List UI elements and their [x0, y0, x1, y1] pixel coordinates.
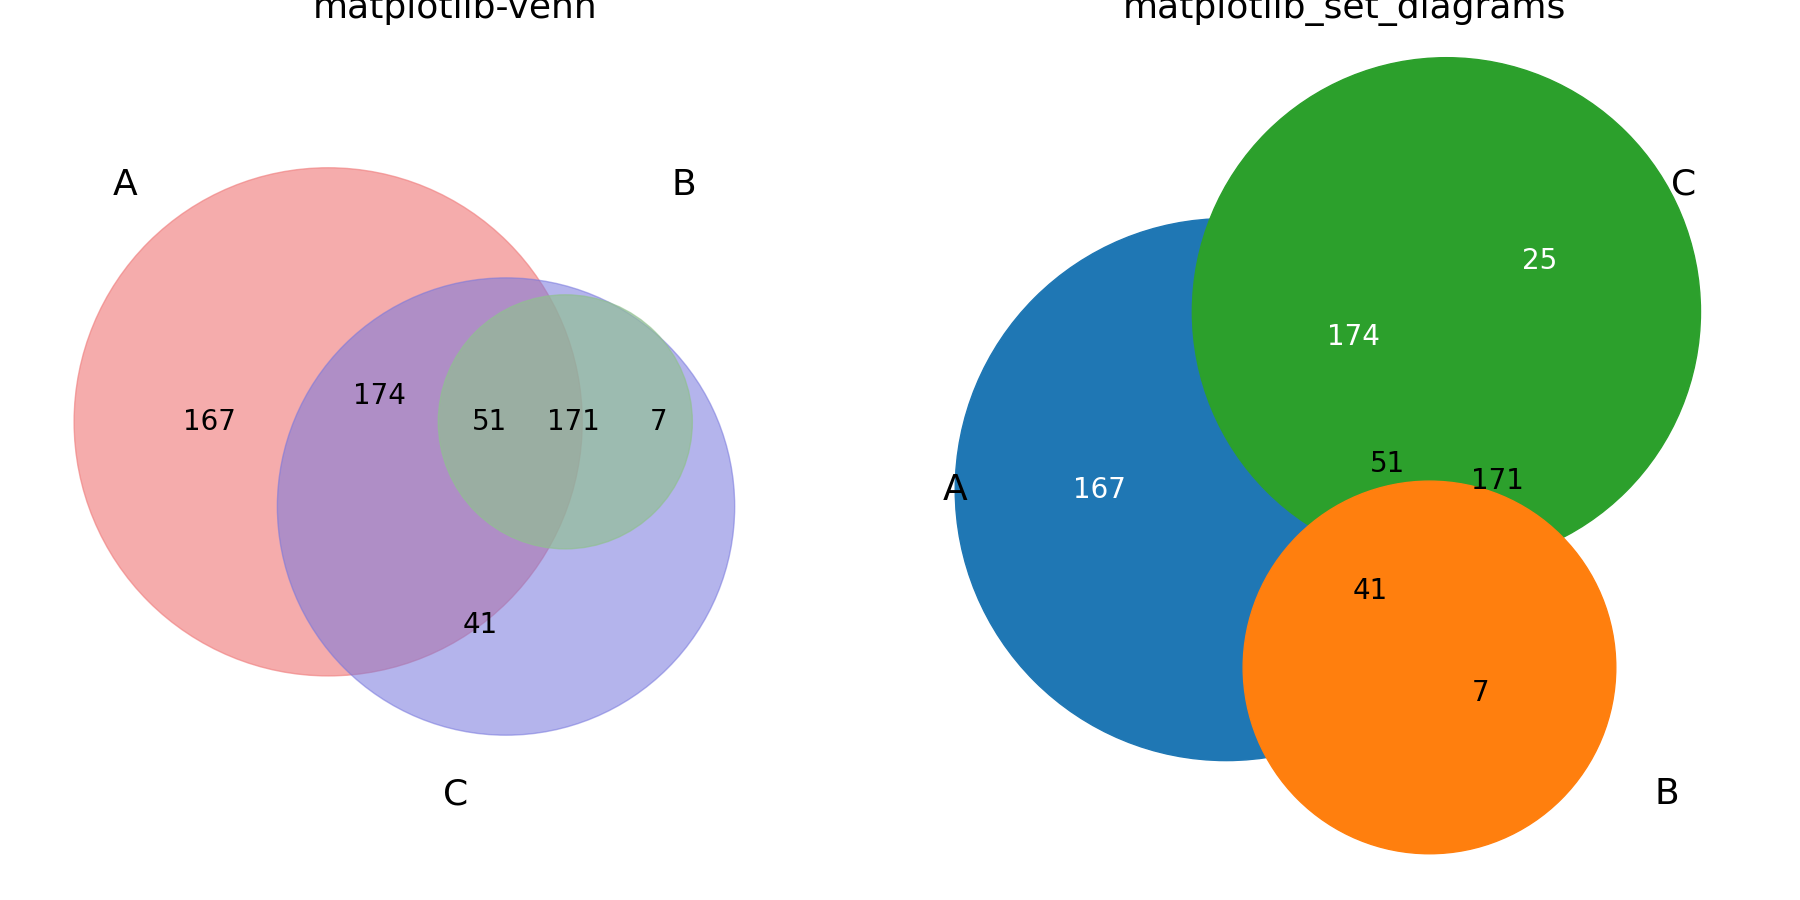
- Text: 174: 174: [353, 382, 405, 410]
- Text: 41: 41: [463, 611, 499, 639]
- Text: 41: 41: [1352, 577, 1388, 605]
- Text: 167: 167: [184, 408, 236, 436]
- Circle shape: [74, 167, 581, 676]
- Text: A: A: [943, 472, 968, 507]
- Text: C: C: [1670, 167, 1696, 202]
- Circle shape: [956, 219, 1498, 760]
- Text: 25: 25: [1523, 247, 1557, 274]
- Title: matplotlib-venn: matplotlib-venn: [313, 0, 598, 25]
- Text: 174: 174: [1327, 323, 1379, 351]
- Text: 167: 167: [1073, 475, 1125, 504]
- Title: matplotlib_set_diagrams: matplotlib_set_diagrams: [1123, 0, 1566, 26]
- Circle shape: [1244, 482, 1616, 854]
- Text: 171: 171: [547, 408, 599, 436]
- Text: B: B: [671, 167, 697, 202]
- Text: 51: 51: [472, 408, 508, 436]
- Text: 51: 51: [1370, 450, 1404, 478]
- Text: C: C: [443, 778, 468, 812]
- Text: B: B: [1654, 778, 1679, 812]
- Circle shape: [277, 278, 734, 735]
- Text: 7: 7: [1471, 679, 1489, 706]
- Circle shape: [1192, 58, 1701, 566]
- Text: A: A: [113, 167, 137, 202]
- Text: 7: 7: [650, 408, 668, 436]
- Circle shape: [437, 295, 693, 549]
- Text: 171: 171: [1471, 467, 1523, 495]
